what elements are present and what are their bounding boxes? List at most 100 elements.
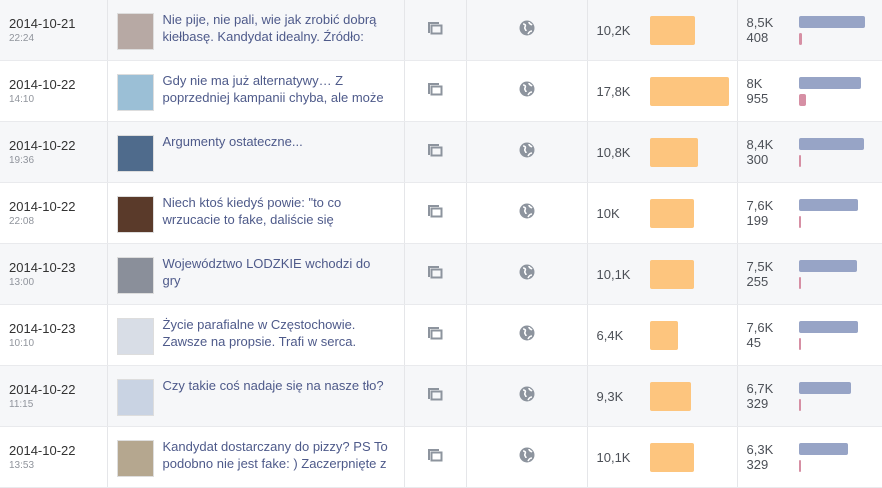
- reach-bar: [649, 381, 691, 411]
- engagement-secondary-value: 199: [746, 213, 769, 228]
- table-row[interactable]: 2014-10-23 13:00 Województwo LODZKIE wcho…: [0, 243, 882, 305]
- reach-value: 10,1K: [596, 449, 631, 465]
- reach-bar: [649, 259, 695, 289]
- reach-value: 10,1K: [596, 266, 631, 282]
- engagement-secondary-value: 45: [746, 335, 761, 350]
- multiple-photos-icon: [428, 82, 443, 95]
- engagement-primary-value: 8,5K: [746, 15, 774, 30]
- engagement-primary-value: 6,7K: [746, 381, 774, 396]
- reach-bar: [649, 15, 695, 45]
- reach-bar: [649, 137, 698, 167]
- table-row[interactable]: 2014-10-22 11:15 Czy takie coś nadaje się…: [0, 365, 882, 427]
- post-thumbnail[interactable]: [116, 317, 154, 355]
- post-thumbnail[interactable]: [116, 439, 154, 477]
- post-text-link[interactable]: Czy takie coś nadaje się na nasze tło?: [162, 377, 384, 393]
- post-date: 2014-10-22 13:53: [0, 443, 107, 471]
- multiple-photos-icon: [428, 326, 443, 339]
- engagement-primary-bar: [798, 198, 858, 211]
- post-text-link[interactable]: Kandydat dostarczany do pizzy? PS To pod…: [162, 438, 388, 471]
- engagement-secondary-bar: [798, 337, 801, 350]
- post-text-link[interactable]: Argumenty ostateczne...: [162, 133, 303, 149]
- post-text-link[interactable]: Województwo LODZKIE wchodzi do gry: [162, 255, 371, 288]
- post-time: 13:53: [9, 460, 35, 471]
- table-row[interactable]: 2014-10-22 22:08 Niech ktoś kiedyś powie:…: [0, 182, 882, 244]
- engagement-primary-value: 8,4K: [746, 137, 774, 152]
- post-thumbnail[interactable]: [116, 378, 154, 416]
- globe-icon: [519, 203, 534, 218]
- post-text-link[interactable]: Życie parafialne w Częstochowie. Zawsze …: [162, 316, 357, 349]
- engagement-secondary-value: 408: [746, 30, 769, 45]
- post-text-link[interactable]: Gdy nie ma już alternatywy… Z poprzednie…: [162, 72, 384, 105]
- post-thumbnail[interactable]: [116, 256, 154, 294]
- engagement-secondary-value: 955: [746, 91, 769, 106]
- engagement-secondary-bar: [798, 154, 801, 167]
- reach-bar: [649, 320, 678, 350]
- post-text-link[interactable]: Nie pije, nie pali, wie jak zrobić dobrą…: [162, 11, 377, 44]
- reach-bar: [649, 442, 695, 472]
- post-thumbnail[interactable]: [116, 134, 154, 172]
- engagement-primary-bar: [798, 381, 851, 394]
- multiple-photos-icon: [428, 21, 443, 34]
- multiple-photos-icon: [428, 143, 443, 156]
- engagement-primary-bar: [798, 442, 848, 455]
- reach-value: 17,8K: [596, 83, 631, 99]
- post-thumbnail[interactable]: [116, 73, 154, 111]
- globe-icon: [519, 142, 534, 157]
- engagement-secondary-bar: [798, 215, 801, 228]
- globe-icon: [519, 386, 534, 401]
- engagement-primary-bar: [798, 137, 865, 150]
- globe-icon: [519, 81, 534, 96]
- post-time: 22:08: [9, 216, 35, 227]
- engagement-primary-bar: [798, 15, 865, 28]
- post-date: 2014-10-21 22:24: [0, 16, 107, 44]
- reach-bar: [649, 76, 729, 106]
- engagement-secondary-bar: [798, 276, 801, 289]
- engagement-primary-value: 8K: [746, 76, 763, 91]
- engagement-secondary-value: 329: [746, 396, 769, 411]
- engagement-primary-value: 7,5K: [746, 259, 774, 274]
- post-date: 2014-10-22 19:36: [0, 138, 107, 166]
- post-thumbnail[interactable]: [116, 12, 154, 50]
- post-date: 2014-10-23 10:10: [0, 321, 107, 349]
- reach-value: 10,8K: [596, 144, 631, 160]
- post-time: 19:36: [9, 155, 35, 166]
- engagement-primary-bar: [798, 76, 861, 89]
- engagement-primary-value: 7,6K: [746, 320, 774, 335]
- globe-icon: [519, 20, 534, 35]
- engagement-primary-bar: [798, 259, 857, 272]
- globe-icon: [519, 447, 534, 462]
- reach-value: 6,4K: [596, 327, 624, 343]
- post-date: 2014-10-22 14:10: [0, 77, 107, 105]
- table-row[interactable]: 2014-10-21 22:24 Nie pije, nie pali, wie …: [0, 0, 882, 61]
- engagement-secondary-value: 300: [746, 152, 769, 167]
- table-row[interactable]: 2014-10-22 19:36 Argumenty ostateczne... …: [0, 121, 882, 183]
- post-thumbnail[interactable]: [116, 195, 154, 233]
- multiple-photos-icon: [428, 265, 443, 278]
- post-date: 2014-10-23 13:00: [0, 260, 107, 288]
- reach-bar: [649, 198, 694, 228]
- multiple-photos-icon: [428, 204, 443, 217]
- engagement-primary-value: 6,3K: [746, 442, 774, 457]
- table-row[interactable]: 2014-10-22 14:10 Gdy nie ma już alternaty…: [0, 60, 882, 122]
- engagement-secondary-bar: [798, 459, 801, 472]
- globe-icon: [519, 264, 534, 279]
- engagement-primary-bar: [798, 320, 858, 333]
- multiple-photos-icon: [428, 387, 443, 400]
- engagement-secondary-bar: [798, 93, 806, 106]
- table-row[interactable]: 2014-10-23 10:10 Życie parafialne w Częst…: [0, 304, 882, 366]
- engagement-secondary-bar: [798, 398, 801, 411]
- post-text-link[interactable]: Niech ktoś kiedyś powie: "to co wrzucaci…: [162, 194, 342, 227]
- table-row[interactable]: 2014-10-22 13:53 Kandydat dostarczany do …: [0, 426, 882, 488]
- engagement-secondary-value: 329: [746, 457, 769, 472]
- engagement-secondary-value: 255: [746, 274, 769, 289]
- engagement-secondary-bar: [798, 32, 802, 45]
- reach-value: 9,3K: [596, 388, 624, 404]
- post-time: 14:10: [9, 94, 35, 105]
- post-time: 10:10: [9, 338, 35, 349]
- post-date: 2014-10-22 11:15: [0, 382, 107, 410]
- post-time: 11:15: [9, 399, 34, 410]
- multiple-photos-icon: [428, 448, 443, 461]
- post-date: 2014-10-22 22:08: [0, 199, 107, 227]
- globe-icon: [519, 325, 534, 340]
- reach-value: 10,2K: [596, 22, 631, 38]
